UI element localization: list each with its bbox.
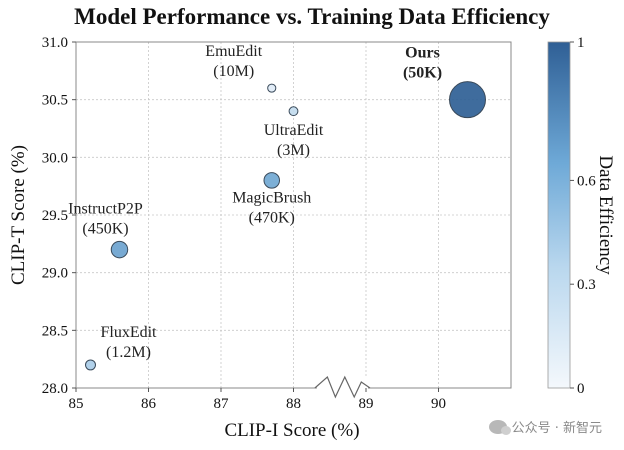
point-label-size: (1.2M)	[106, 344, 151, 361]
colorbar-tick-label: 0	[577, 381, 585, 397]
y-tick-label: 31.0	[42, 35, 68, 51]
wechat-icon	[488, 419, 511, 435]
point-instructp2p	[110, 240, 129, 259]
y-tick-label: 30.0	[42, 150, 68, 166]
x-tick-label: 87	[214, 396, 230, 412]
colorbar	[547, 41, 571, 389]
point-ultraedit	[288, 106, 299, 117]
watermark-text: 公众号 · 新智元	[511, 421, 602, 436]
x-tick-label: 88	[286, 396, 301, 412]
point-emuedit	[267, 83, 277, 93]
y-tick-label: 30.5	[42, 93, 68, 109]
y-tick-label: 28.0	[42, 381, 68, 397]
point-label-size: (450K)	[82, 221, 128, 238]
x-tick-label: 89	[359, 396, 374, 412]
axis-break-zigzag	[314, 375, 371, 399]
colorbar-label: Data Efficiency	[595, 155, 616, 275]
point-label-size: (3M)	[277, 142, 310, 159]
y-tick-label: 28.5	[42, 323, 68, 339]
point-label-size: (50K)	[403, 65, 442, 82]
point-fluxedit	[85, 359, 96, 371]
point-ours	[449, 81, 486, 119]
colorbar-tick-label: 0.3	[577, 277, 596, 293]
y-tick-label: 29.0	[42, 266, 68, 282]
x-ticks: 85 86 87 88 89 90	[69, 388, 446, 412]
x-axis-label: CLIP-I Score (%)	[224, 420, 359, 441]
axis-break-mark	[314, 375, 371, 400]
point-label-size: (470K)	[249, 209, 295, 226]
chart-title: Model Performance vs. Training Data Effi…	[74, 4, 550, 29]
colorbar-ticks: 0 0.3 0.6 1	[570, 35, 596, 397]
y-axis-label: CLIP-T Score (%)	[8, 145, 29, 285]
point-label-name: FluxEdit	[100, 324, 157, 341]
point-label-name: InstructP2P	[68, 201, 143, 218]
y-ticks: 28.0 28.5 29.0 29.5 30.0 30.5 31.0	[42, 35, 76, 397]
point-label-name: EmuEdit	[205, 43, 262, 60]
point-annotations: Ours (50K) EmuEdit (10M) UltraEdit (3M) MagicB…	[68, 43, 442, 361]
x-tick-label: 90	[431, 396, 446, 412]
data-points	[85, 81, 486, 371]
x-tick-label: 85	[69, 396, 84, 412]
point-label-name: Ours	[405, 45, 440, 62]
point-magicbrush	[263, 172, 281, 189]
colorbar-tick-label: 0.6	[577, 173, 596, 189]
colorbar-tick-label: 1	[577, 35, 585, 51]
point-label-name: UltraEdit	[264, 122, 324, 139]
point-label-size: (10M)	[213, 63, 254, 80]
watermark: 公众号 · 新智元	[488, 417, 602, 436]
y-tick-label: 29.5	[42, 208, 68, 224]
point-label-name: MagicBrush	[232, 189, 311, 206]
x-tick-label: 86	[141, 396, 157, 412]
